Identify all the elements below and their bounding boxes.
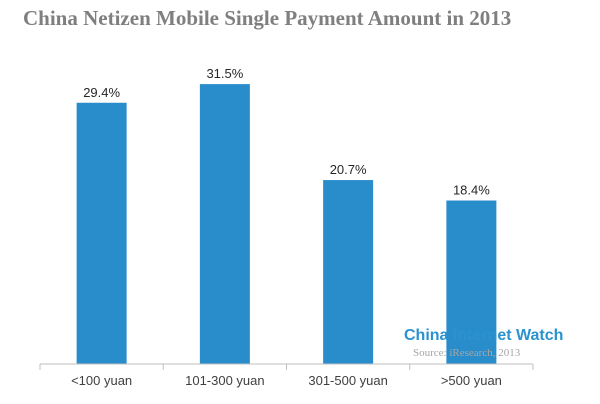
bar xyxy=(76,102,127,364)
bar-value-label: 18.4% xyxy=(453,183,490,198)
watermark-brand: China Internet Watch xyxy=(404,327,564,344)
bar-value-label: 29.4% xyxy=(83,85,120,100)
bar-value-label: 31.5% xyxy=(206,66,243,81)
x-ticks-group xyxy=(39,364,534,370)
watermark-source: Source: iResearch, 2013 xyxy=(413,347,521,359)
bar xyxy=(446,200,497,364)
category-labels-group: <100 yuan 101-300 yuan 301-500 yuan >500 yu… xyxy=(71,373,502,388)
x-category-label: >500 yuan xyxy=(441,373,502,388)
bar-value-label: 20.7% xyxy=(330,162,367,177)
bar xyxy=(323,180,374,364)
x-category-label: 301-500 yuan xyxy=(308,373,388,388)
bars-group xyxy=(76,84,497,364)
data-labels-group: 29.4% 31.5% 20.7% 18.4% xyxy=(83,66,490,197)
x-category-label: 101-300 yuan xyxy=(185,373,265,388)
bar xyxy=(199,84,250,364)
chart-title: China Netizen Mobile Single Payment Amou… xyxy=(23,6,512,30)
x-category-label: <100 yuan xyxy=(71,373,132,388)
